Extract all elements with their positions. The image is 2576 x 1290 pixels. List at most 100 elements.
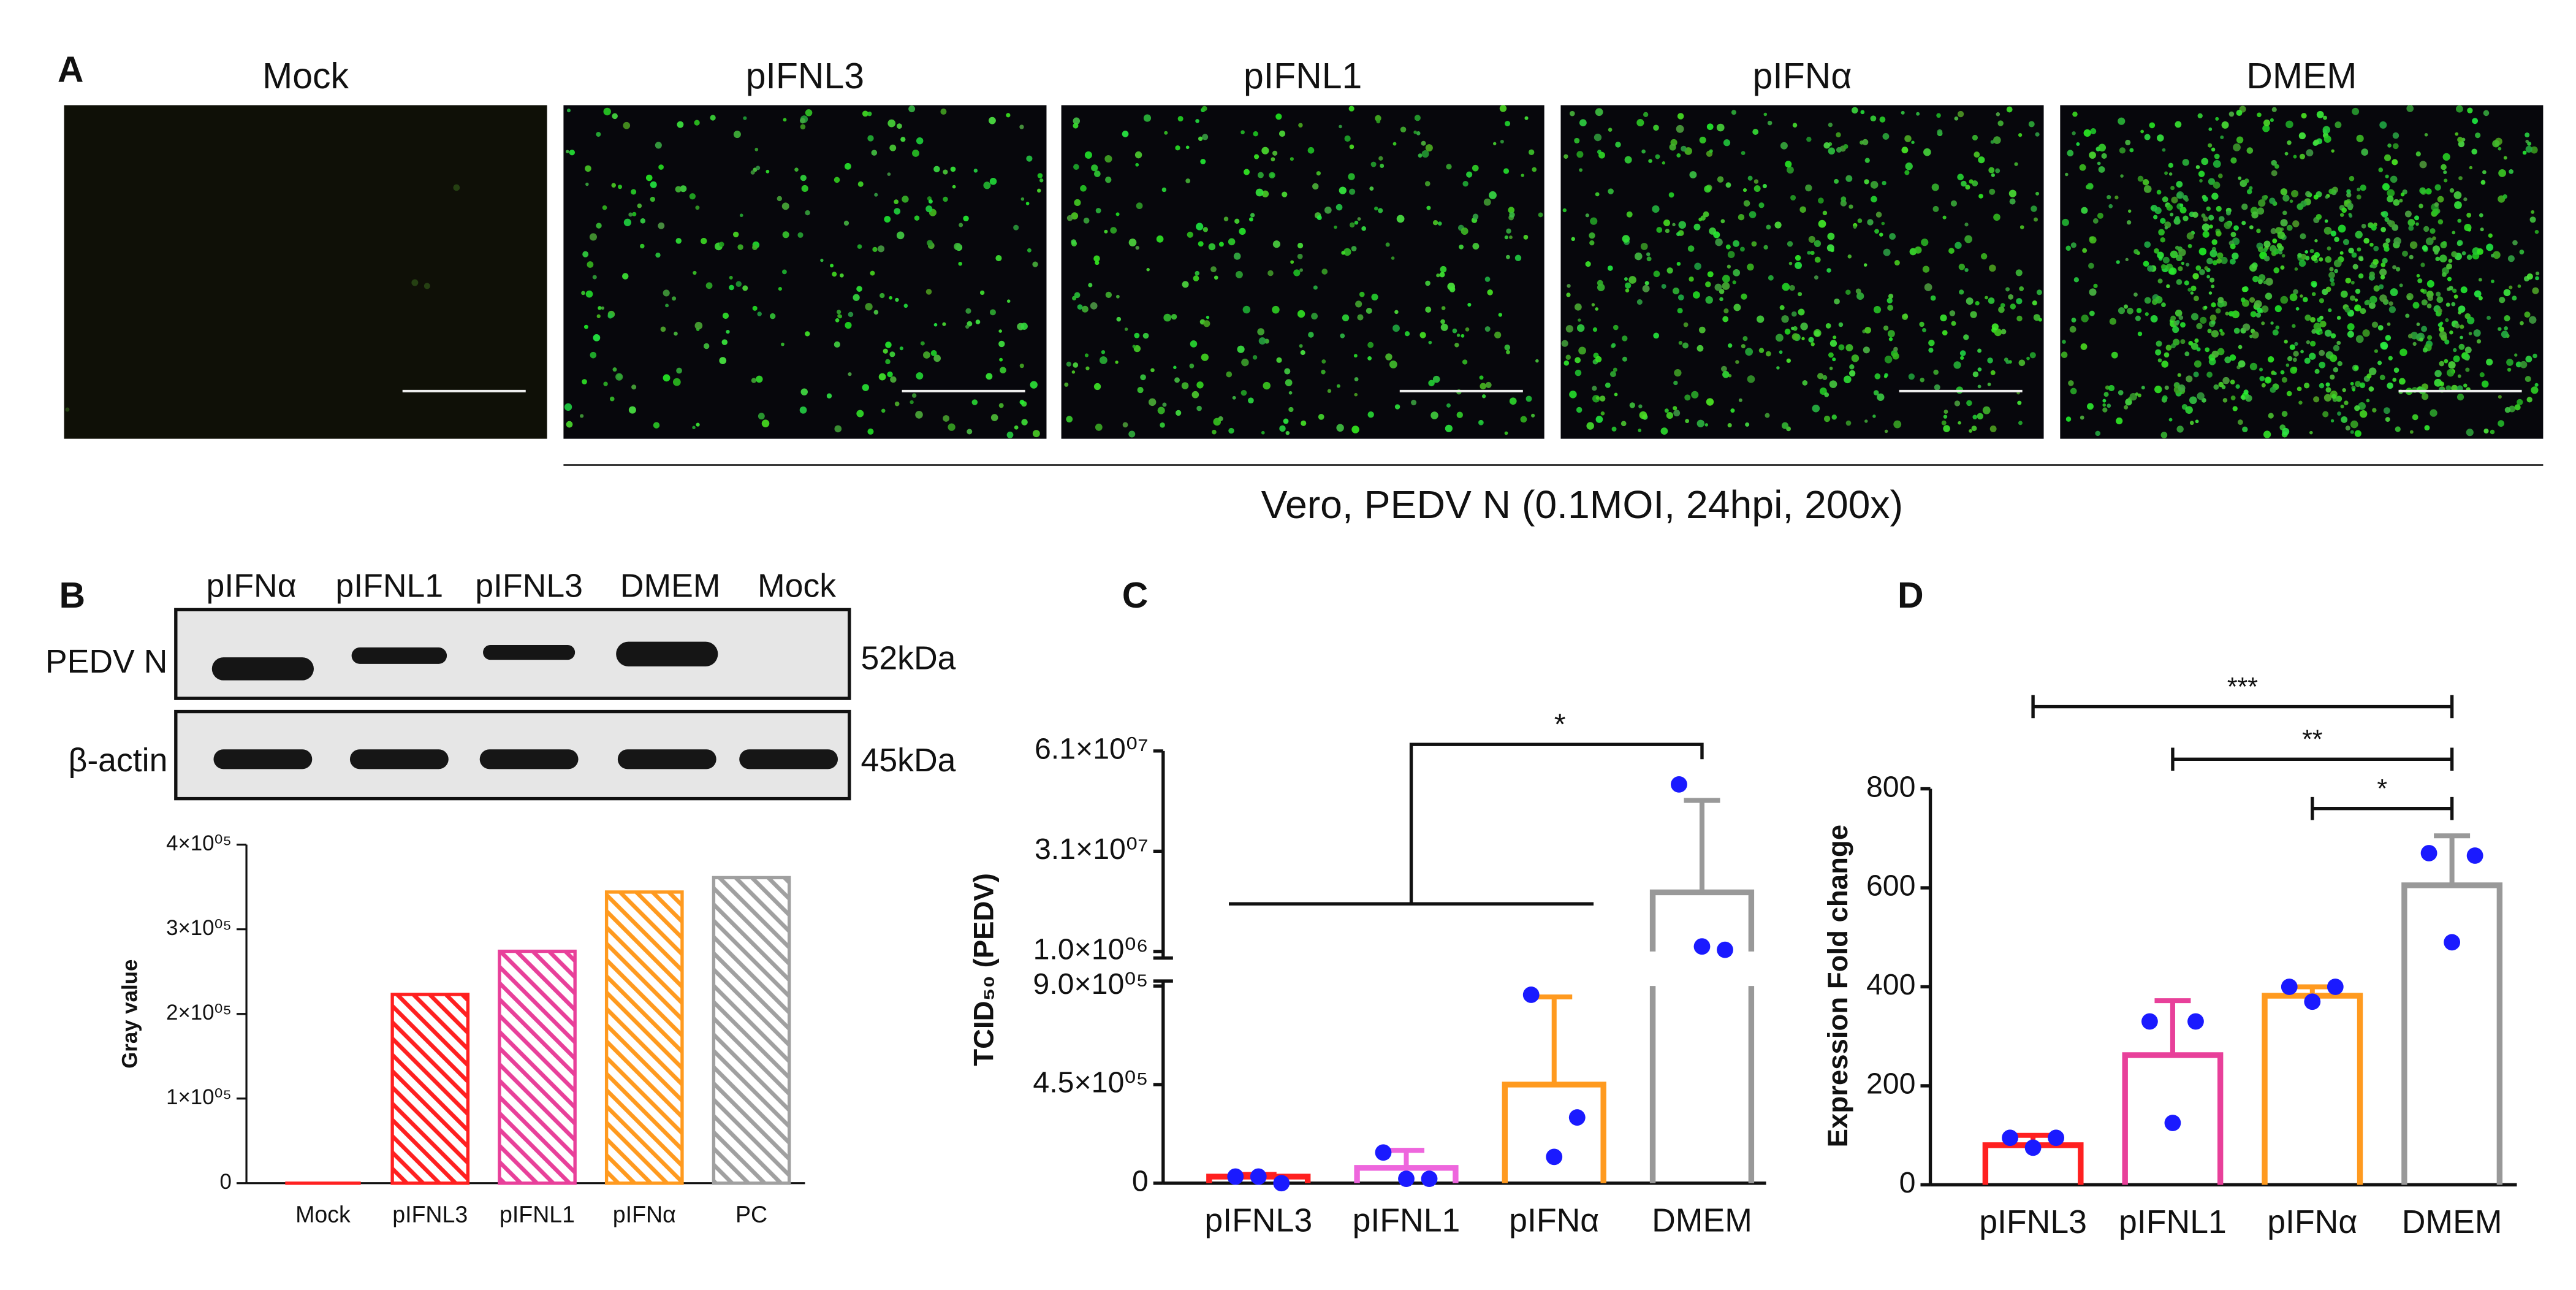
- cell: [1888, 294, 1894, 299]
- cell: [1590, 217, 1598, 225]
- cell: [2202, 196, 2208, 202]
- cell: [826, 393, 832, 399]
- cell: [2197, 113, 2203, 119]
- cell: [1563, 154, 1568, 159]
- cell: [2323, 394, 2332, 402]
- cell: [2232, 406, 2238, 411]
- cell: [1668, 192, 1674, 198]
- cell: [1749, 211, 1757, 218]
- cell: [2379, 121, 2387, 129]
- cell: [2065, 245, 2071, 251]
- cell: [2035, 191, 2040, 196]
- cell: [2292, 357, 2297, 362]
- cell: [2479, 213, 2483, 218]
- cell: [2222, 398, 2228, 403]
- cell: [2026, 356, 2030, 361]
- cell: [1893, 420, 1902, 429]
- cell: [1996, 112, 2000, 116]
- cell: [2219, 329, 2223, 333]
- cell: [1855, 288, 1861, 294]
- cell: [2062, 218, 2069, 226]
- cell: [2171, 196, 2178, 204]
- cell: [2135, 392, 2139, 396]
- cell: [1615, 142, 1621, 148]
- cell: [1922, 327, 1926, 332]
- cell: [2201, 158, 2209, 166]
- cell: [2369, 296, 2377, 303]
- cell: [1275, 113, 1282, 120]
- cell: [1753, 185, 1761, 193]
- significance-label: *: [1554, 708, 1566, 741]
- cell: [2168, 172, 2173, 176]
- cell: [1006, 431, 1014, 438]
- data-point: [2444, 934, 2461, 951]
- cell: [1181, 382, 1189, 389]
- cell: [1689, 277, 1694, 282]
- cell: [2208, 291, 2213, 295]
- cell: [998, 329, 1002, 333]
- cell: [2406, 105, 2414, 112]
- cell: [1810, 251, 1815, 256]
- cell: [1261, 147, 1269, 155]
- cell: [1136, 202, 1143, 210]
- cell: [2155, 296, 2163, 304]
- cell: [2164, 226, 2168, 230]
- cell: [2300, 253, 2306, 260]
- cell: [1321, 370, 1326, 375]
- cell: [2454, 201, 2462, 209]
- cell: [1722, 282, 1730, 290]
- cell: [2349, 175, 2355, 181]
- cell: [2409, 430, 2414, 434]
- cell: [1751, 241, 1757, 247]
- cell: [2311, 282, 2317, 288]
- cell: [1638, 429, 1642, 432]
- cell: [2162, 148, 2166, 152]
- cell: [1442, 324, 1448, 330]
- cell: [2316, 110, 2324, 118]
- cell: [2532, 353, 2537, 359]
- cell: [1827, 232, 1835, 240]
- cell: [618, 185, 623, 189]
- cell: [2379, 294, 2387, 302]
- cell: [1198, 241, 1204, 247]
- cell: [1693, 223, 1701, 231]
- cell: [1400, 126, 1407, 133]
- cell: [2108, 384, 2115, 392]
- cell: [2455, 323, 2460, 329]
- significance-bracket: [2171, 747, 2454, 771]
- cell: [2240, 297, 2246, 303]
- cell: [1874, 229, 1879, 234]
- cell: [2382, 258, 2388, 264]
- cell: [2498, 169, 2507, 177]
- cell: [1376, 119, 1381, 124]
- cell: [2344, 307, 2350, 313]
- cell: [2033, 314, 2040, 321]
- cell: [1253, 154, 1260, 159]
- cell: [1142, 332, 1149, 339]
- y-tick-label: 0: [1132, 1165, 1149, 1198]
- cell: [675, 186, 682, 193]
- cell: [1646, 252, 1651, 257]
- cell: [2166, 284, 2170, 289]
- cell: [680, 185, 687, 193]
- cell: [2366, 399, 2370, 403]
- cell: [2289, 293, 2298, 302]
- cell: [2189, 396, 2197, 405]
- cell: [2000, 329, 2007, 335]
- cell: [1104, 229, 1108, 234]
- cell: [1741, 293, 1747, 300]
- cell: [2118, 390, 2124, 395]
- cell: [1622, 235, 1630, 243]
- cell: [2349, 295, 2355, 301]
- cell: [2261, 321, 2265, 326]
- cell: [1164, 131, 1168, 135]
- cell: [890, 376, 897, 383]
- cell: [2298, 400, 2303, 405]
- cell: [1462, 359, 1468, 365]
- cell: [2387, 322, 2391, 326]
- cell: [1704, 185, 1712, 193]
- cell: [998, 403, 1004, 408]
- cell: [742, 285, 748, 291]
- cell: [2018, 359, 2026, 367]
- cell: [843, 220, 849, 226]
